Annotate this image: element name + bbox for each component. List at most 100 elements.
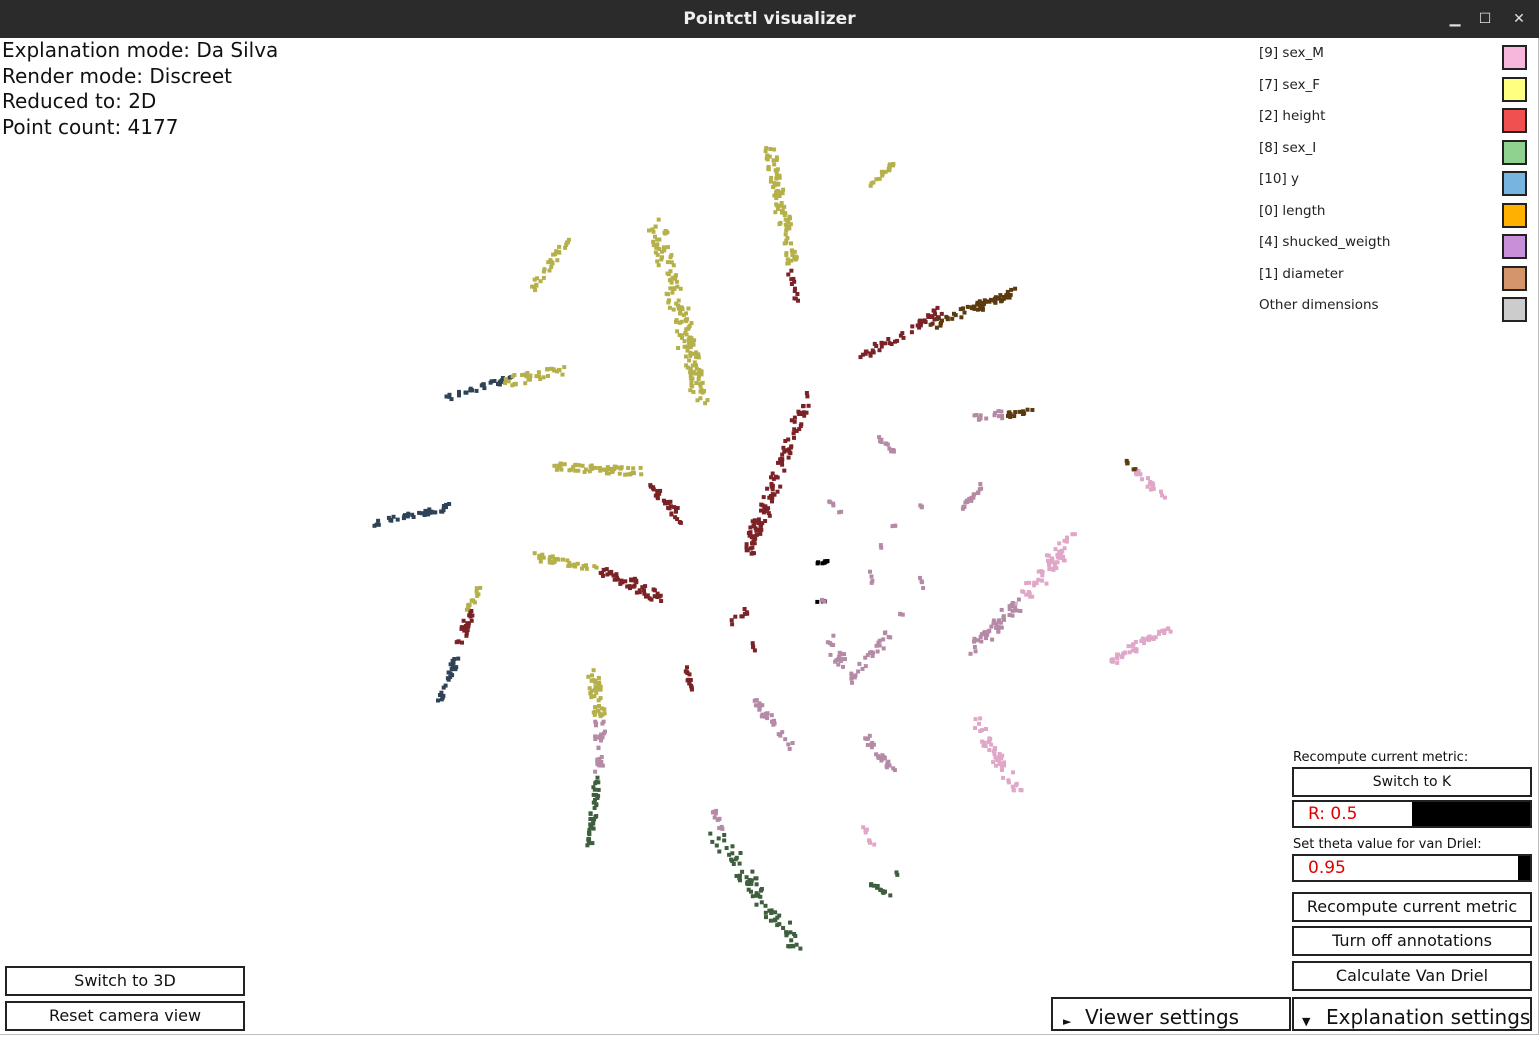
scatter-point	[774, 175, 779, 180]
scatter-point	[894, 870, 899, 875]
maximize-icon[interactable]: ☐	[1478, 11, 1492, 27]
scatter-point	[1053, 563, 1057, 568]
scatter-point	[972, 639, 976, 644]
scatter-point	[733, 857, 738, 862]
switch-to-3d-button[interactable]: Switch to 3D	[5, 966, 245, 996]
scatter-point	[701, 389, 706, 394]
title-bar: Pointctl visualizer ▁ ☐ ✕	[0, 0, 1539, 38]
scatter-point	[999, 625, 1004, 630]
scatter-point	[555, 369, 559, 374]
scatter-point	[1062, 558, 1067, 563]
scatter-point	[444, 502, 449, 507]
scatter-point	[784, 238, 789, 243]
scatter-point	[831, 501, 836, 506]
scatter-point	[752, 518, 757, 523]
scatter-point	[593, 705, 598, 710]
scatter-point	[750, 535, 755, 539]
scatter-point	[898, 333, 903, 338]
scatter-point	[806, 403, 811, 408]
switch-to-k-button[interactable]: Switch to K	[1292, 767, 1532, 797]
r-slider-value: R: 0.5	[1308, 804, 1358, 824]
scatter-point	[982, 740, 987, 745]
scatter-point	[656, 490, 661, 495]
visualization-canvas[interactable]	[0, 38, 1539, 1035]
scatter-point	[557, 244, 562, 249]
scatter-point	[672, 505, 677, 510]
scatter-point	[605, 572, 610, 577]
scatter-point	[971, 495, 976, 500]
scatter-point	[789, 418, 794, 423]
scatter-point	[836, 662, 841, 667]
scatter-point	[617, 471, 622, 476]
scatter-point	[1000, 416, 1005, 421]
scatter-point	[693, 371, 698, 376]
scatter-point	[756, 528, 761, 533]
scatter-point	[1140, 477, 1144, 482]
scatter-point	[749, 881, 754, 886]
scatter-point	[590, 841, 595, 846]
scatter-point	[1021, 590, 1026, 594]
legend-swatch	[1502, 234, 1527, 259]
scatter-point	[591, 826, 596, 831]
scatter-point	[599, 755, 604, 759]
scatter-point	[1010, 784, 1015, 789]
scatter-point	[1044, 581, 1049, 586]
scatter-point	[891, 448, 896, 452]
r-slider[interactable]: R: 0.5	[1292, 800, 1532, 828]
scatter-point	[861, 825, 866, 830]
scatter-point	[789, 241, 793, 246]
scatter-point	[759, 508, 763, 513]
scatter-point	[597, 711, 602, 716]
scatter-point	[694, 381, 699, 385]
theta-slider[interactable]: 0.95	[1292, 854, 1532, 882]
minimize-icon[interactable]: ▁	[1449, 11, 1461, 27]
scatter-point	[754, 876, 759, 881]
scatter-plot[interactable]	[0, 38, 1538, 1034]
scatter-point	[687, 672, 692, 677]
scatter-point	[468, 610, 473, 615]
scatter-point	[549, 366, 554, 371]
scatter-point	[868, 840, 872, 845]
reset-camera-view-button[interactable]: Reset camera view	[5, 1001, 245, 1031]
scatter-point	[694, 366, 699, 371]
scatter-point	[837, 510, 842, 515]
scatter-point	[882, 756, 887, 761]
scatter-point	[795, 292, 800, 296]
scatter-point	[789, 282, 794, 286]
scatter-point	[512, 373, 517, 377]
scatter-point	[593, 709, 598, 714]
scatter-point	[746, 887, 751, 892]
calculate-van-driel-button[interactable]: Calculate Van Driel	[1292, 961, 1532, 991]
scatter-point	[763, 504, 768, 509]
scatter-point	[987, 748, 992, 752]
scatter-point	[1011, 770, 1015, 775]
scatter-point	[880, 753, 885, 758]
scatter-point	[932, 317, 937, 322]
scatter-point	[975, 302, 980, 307]
recompute-metric-button[interactable]: Recompute current metric	[1292, 892, 1532, 922]
scatter-point	[431, 510, 436, 515]
scatter-point	[703, 401, 708, 406]
scatter-point	[580, 566, 584, 571]
scatter-point	[773, 168, 778, 173]
scatter-point	[688, 370, 693, 375]
viewer-settings-tab[interactable]: ► Viewer settings	[1051, 997, 1291, 1031]
scatter-point	[1127, 650, 1132, 655]
turn-off-annotations-button[interactable]: Turn off annotations	[1292, 926, 1532, 956]
scatter-point	[1061, 554, 1066, 559]
scatter-point	[536, 370, 541, 375]
scatter-point	[547, 557, 552, 562]
scatter-point	[901, 335, 906, 340]
scatter-point	[790, 741, 795, 745]
scatter-point	[777, 173, 782, 178]
close-icon[interactable]: ✕	[1513, 11, 1525, 27]
scatter-point	[972, 645, 977, 649]
scatter-point	[940, 318, 944, 323]
scatter-point	[689, 344, 693, 349]
scatter-point	[788, 930, 793, 935]
scatter-point	[887, 168, 891, 173]
legend-label: [2] height	[1259, 108, 1326, 124]
scatter-point	[717, 849, 722, 854]
scatter-point	[593, 781, 598, 786]
explanation-settings-tab[interactable]: ▼ Explanation settings	[1292, 997, 1532, 1031]
